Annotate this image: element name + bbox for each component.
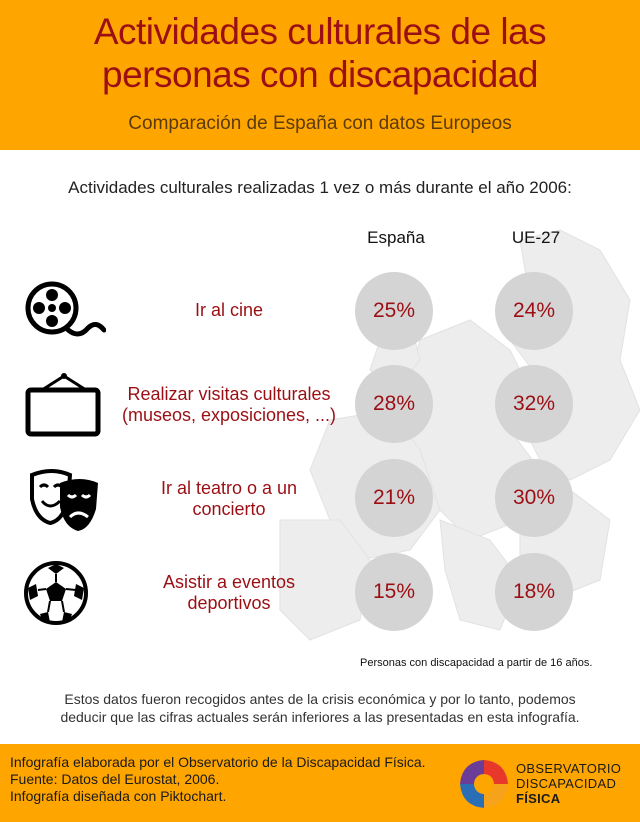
row-label-line: deportivos bbox=[187, 593, 271, 613]
header-banner: Actividades culturales de las personas c… bbox=[0, 0, 640, 150]
column-header-eu27: UE-27 bbox=[511, 228, 561, 247]
page-title: Actividades culturales de las personas c… bbox=[0, 10, 640, 96]
row-label-line: Realizar visitas culturales bbox=[127, 384, 331, 404]
film-reel-icon bbox=[25, 281, 106, 337]
credit-line-author: Infografía elaborada por el Observatorio… bbox=[10, 754, 426, 770]
value-circle-spain-cinema: 25% bbox=[355, 272, 433, 350]
value-circle-eu27-sports: 18% bbox=[495, 553, 573, 631]
credit-line-design: Infografía diseñada con Piktochart. bbox=[10, 788, 227, 804]
credit-line-source: Fuente: Datos del Eurostat, 2006. bbox=[10, 771, 220, 787]
logo-line-1: OBSERVATORIO bbox=[516, 761, 622, 776]
credits: Infografía elaborada por el Observatorio… bbox=[10, 754, 426, 805]
row-label-line: Asistir a eventos bbox=[162, 572, 296, 592]
theater-masks-icon bbox=[30, 469, 98, 531]
value-circle-spain-sports: 15% bbox=[355, 553, 433, 631]
row-label-line: concierto bbox=[192, 499, 266, 519]
comment-line-2: deducir que las cifras actuales serán in… bbox=[60, 709, 580, 725]
page-subtitle: Comparación de España con datos Europeos bbox=[128, 113, 512, 134]
logo-line-3: FÍSICA bbox=[516, 791, 561, 806]
column-header-spain: España bbox=[367, 228, 425, 247]
logo-line-2: DISCAPACIDAD bbox=[516, 776, 617, 791]
value-circle-spain-cultural-visits: 28% bbox=[355, 365, 433, 443]
row-label-theatre: Ir al teatro o a un concierto bbox=[118, 478, 340, 520]
comment-line-1: Estos datos fueron recogidos antes de la… bbox=[64, 691, 576, 707]
observatorio-logo-icon bbox=[460, 760, 508, 808]
row-label-line: Ir al teatro o a un bbox=[160, 478, 298, 498]
soccer-ball-icon bbox=[24, 561, 88, 625]
value-circle-eu27-theatre: 30% bbox=[495, 459, 573, 537]
footer-banner: Infografía elaborada por el Observatorio… bbox=[0, 744, 640, 822]
row-label-line: Ir al cine bbox=[194, 300, 264, 320]
observatorio-logo-text: OBSERVATORIO DISCAPACIDAD FÍSICA bbox=[516, 761, 621, 806]
picture-frame-icon bbox=[25, 373, 101, 437]
value-circle-eu27-cinema: 24% bbox=[495, 272, 573, 350]
title-line-2: personas con discapacidad bbox=[102, 54, 538, 95]
row-label-line: (museos, exposiciones, ...) bbox=[121, 405, 337, 425]
row-label-cultural-visits: Realizar visitas culturales (museos, exp… bbox=[118, 384, 340, 426]
value-circle-spain-theatre: 21% bbox=[355, 459, 433, 537]
crisis-comment: Estos datos fueron recogidos antes de la… bbox=[20, 690, 620, 726]
row-label-sports: Asistir a eventos deportivos bbox=[118, 572, 340, 614]
title-line-1: Actividades culturales de las bbox=[93, 11, 547, 52]
value-circle-eu27-cultural-visits: 32% bbox=[495, 365, 573, 443]
population-note: Personas con discapacidad a partir de 16… bbox=[360, 657, 593, 669]
row-label-cinema: Ir al cine bbox=[118, 300, 340, 321]
chart-title: Actividades culturales realizadas 1 vez … bbox=[68, 178, 572, 197]
